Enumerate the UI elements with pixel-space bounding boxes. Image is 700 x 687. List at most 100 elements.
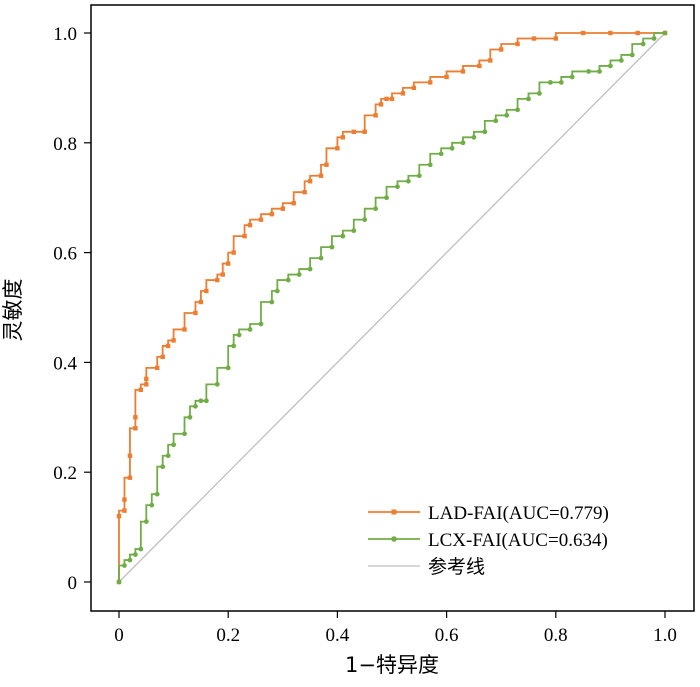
legend: LAD-FAI(AUC=0.779) LCX-FAI(AUC=0.634) 参考线 xyxy=(368,503,609,578)
reference-line-layer xyxy=(118,32,666,583)
data-point xyxy=(662,30,668,36)
data-point xyxy=(640,41,646,47)
data-point xyxy=(499,47,504,52)
series-1 xyxy=(116,30,668,585)
data-point xyxy=(144,376,149,382)
data-point xyxy=(296,272,302,277)
data-point xyxy=(405,178,411,184)
data-point xyxy=(384,195,389,201)
data-point xyxy=(133,426,138,431)
data-point xyxy=(226,261,231,266)
data-point xyxy=(165,343,171,349)
series-line xyxy=(118,32,666,583)
data-point xyxy=(324,162,329,167)
data-point xyxy=(143,519,149,525)
data-point xyxy=(203,398,209,404)
data-point xyxy=(122,563,127,568)
data-point xyxy=(597,69,602,74)
data-point xyxy=(340,233,346,239)
data-point xyxy=(471,134,477,140)
data-point xyxy=(428,80,433,85)
data-point xyxy=(220,272,225,277)
data-point xyxy=(198,299,204,305)
data-point xyxy=(351,228,357,234)
data-point xyxy=(395,184,400,190)
data-point xyxy=(291,200,296,206)
data-point xyxy=(242,233,247,239)
data-point xyxy=(127,557,133,563)
data-point xyxy=(160,464,166,470)
data-point xyxy=(144,382,149,387)
data-point xyxy=(335,146,340,151)
x-axis-title: 1−特异度 xyxy=(345,653,439,677)
data-point xyxy=(127,453,133,458)
data-point xyxy=(302,190,307,195)
data-point xyxy=(247,222,253,228)
data-point xyxy=(449,145,455,151)
series-line xyxy=(118,32,665,582)
legend-marker xyxy=(391,536,397,542)
data-point xyxy=(537,90,542,96)
data-point xyxy=(307,179,313,184)
data-point xyxy=(258,217,264,222)
y-tick-label: 0.2 xyxy=(53,463,77,484)
data-point xyxy=(155,365,160,371)
data-point xyxy=(214,381,220,387)
data-point xyxy=(635,30,640,36)
data-point xyxy=(165,453,171,459)
data-point xyxy=(488,58,493,63)
data-point xyxy=(122,508,127,513)
y-axis: 0 0.2 0.4 0.6 0.8 1.0 xyxy=(53,24,91,594)
x-tick-label: 0.8 xyxy=(544,625,568,646)
x-tick-label: 0.4 xyxy=(326,625,350,646)
legend-label: 参考线 xyxy=(428,556,485,578)
data-point xyxy=(493,118,499,124)
data-point xyxy=(160,354,165,360)
data-point xyxy=(149,502,155,508)
data-point xyxy=(362,217,368,223)
data-point xyxy=(187,414,193,420)
data-point xyxy=(182,327,187,332)
data-point xyxy=(477,63,482,69)
data-point xyxy=(482,129,488,135)
data-point xyxy=(362,129,367,135)
data-point xyxy=(215,277,220,283)
data-point xyxy=(411,85,417,91)
data-point xyxy=(329,244,335,250)
data-point xyxy=(154,491,160,497)
y-tick-label: 0.4 xyxy=(53,353,77,374)
data-point xyxy=(586,69,591,74)
data-point xyxy=(400,91,406,96)
data-point xyxy=(236,332,242,338)
data-point xyxy=(122,497,127,502)
legend-marker xyxy=(391,509,397,515)
data-point xyxy=(318,173,324,178)
y-tick-label: 1.0 xyxy=(53,24,77,45)
data-point xyxy=(608,63,613,69)
data-point xyxy=(231,343,237,349)
legend-label: LAD-FAI(AUC=0.779) xyxy=(428,503,609,524)
data-point xyxy=(558,80,564,85)
data-point xyxy=(116,513,122,519)
data-point xyxy=(171,442,177,448)
data-point xyxy=(427,162,433,168)
series-line xyxy=(118,32,665,582)
series-0 xyxy=(116,30,668,585)
x-axis: 0 0.2 0.4 0.6 0.8 1.0 xyxy=(114,611,677,646)
y-tick-label: 0 xyxy=(68,573,78,594)
data-point xyxy=(351,129,356,135)
data-point xyxy=(608,30,613,36)
data-point xyxy=(138,387,144,393)
data-point xyxy=(629,52,635,58)
x-tick-label: 1.0 xyxy=(653,625,677,646)
data-point xyxy=(373,113,378,118)
data-point xyxy=(378,102,384,107)
x-tick-label: 0.6 xyxy=(435,625,459,646)
data-point xyxy=(231,250,236,255)
data-point xyxy=(373,206,379,212)
data-point xyxy=(193,403,198,409)
data-point xyxy=(389,96,395,102)
data-point xyxy=(285,277,291,283)
data-point xyxy=(258,321,264,327)
data-point xyxy=(138,546,144,552)
